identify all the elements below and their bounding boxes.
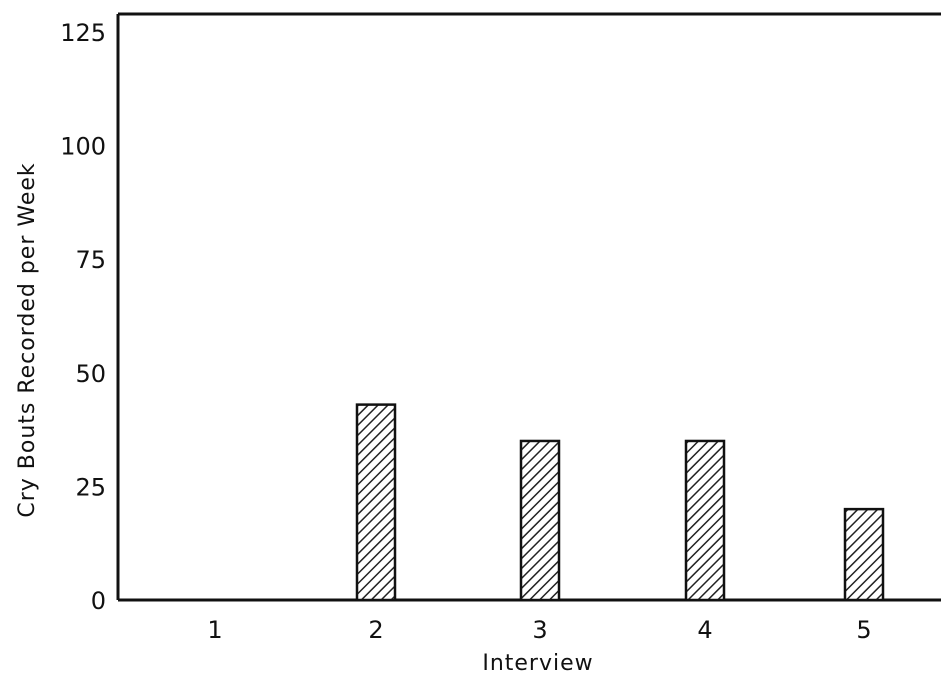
y-tick-label: 100 xyxy=(60,133,106,161)
y-tick-labels: 0 25 50 75 100 125 xyxy=(60,19,106,615)
x-tick-label: 5 xyxy=(856,616,871,644)
bar xyxy=(355,403,397,602)
x-tick-label: 3 xyxy=(532,616,547,644)
y-tick-label: 0 xyxy=(91,587,106,615)
y-axis-title: Cry Bouts Recorded per Week xyxy=(15,162,40,517)
bar xyxy=(684,439,726,602)
y-tick-label: 125 xyxy=(60,19,106,47)
x-tick-label: 2 xyxy=(368,616,383,644)
y-tick-label: 25 xyxy=(75,473,106,501)
x-tick-labels: 1 2 3 4 5 xyxy=(207,616,871,644)
bar xyxy=(519,439,561,602)
x-axis-title: Interview xyxy=(482,651,593,676)
x-tick-label: 4 xyxy=(697,616,712,644)
x-tick-label: 1 xyxy=(207,616,222,644)
bar xyxy=(843,507,885,602)
y-tick-label: 75 xyxy=(75,246,106,274)
bars xyxy=(355,403,885,602)
y-tick-label: 50 xyxy=(75,360,106,388)
